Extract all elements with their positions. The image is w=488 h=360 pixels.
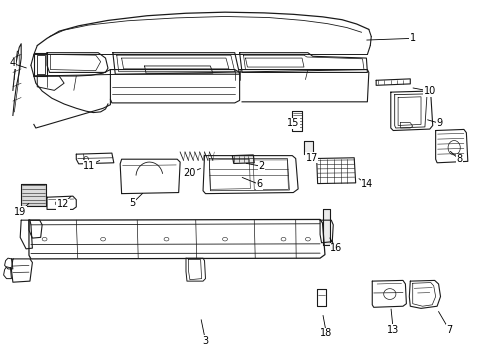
Text: 9: 9 bbox=[436, 118, 442, 128]
Text: 10: 10 bbox=[423, 86, 435, 96]
Text: 19: 19 bbox=[14, 207, 26, 217]
Text: 8: 8 bbox=[455, 154, 461, 164]
Text: 13: 13 bbox=[386, 325, 399, 335]
Text: 1: 1 bbox=[409, 33, 415, 43]
Text: 20: 20 bbox=[183, 168, 196, 178]
Text: 7: 7 bbox=[445, 325, 451, 335]
Text: 4: 4 bbox=[10, 58, 16, 68]
Text: 15: 15 bbox=[286, 118, 299, 128]
Text: 6: 6 bbox=[256, 179, 262, 189]
Text: 2: 2 bbox=[258, 161, 264, 171]
Text: 14: 14 bbox=[361, 179, 373, 189]
Text: 3: 3 bbox=[202, 336, 208, 346]
Text: 17: 17 bbox=[305, 153, 317, 163]
Text: 12: 12 bbox=[57, 199, 69, 210]
Text: 16: 16 bbox=[329, 243, 342, 253]
Text: 18: 18 bbox=[320, 328, 332, 338]
Text: 11: 11 bbox=[83, 161, 95, 171]
Text: 5: 5 bbox=[129, 198, 135, 208]
